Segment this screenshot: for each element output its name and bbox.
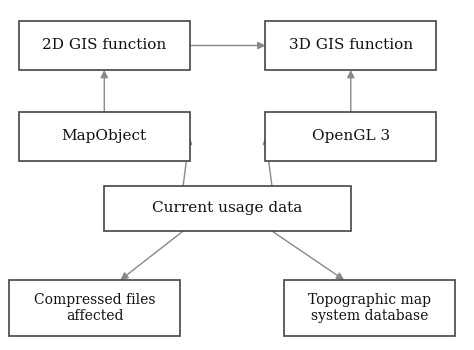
Text: OpenGL 3: OpenGL 3	[312, 130, 390, 144]
FancyBboxPatch shape	[9, 280, 180, 336]
Text: Topographic map
system database: Topographic map system database	[308, 293, 431, 323]
Text: Compressed files
affected: Compressed files affected	[34, 293, 155, 323]
FancyBboxPatch shape	[19, 112, 190, 161]
FancyBboxPatch shape	[265, 21, 436, 70]
FancyBboxPatch shape	[265, 112, 436, 161]
FancyBboxPatch shape	[104, 186, 351, 231]
Text: 2D GIS function: 2D GIS function	[42, 38, 166, 52]
FancyBboxPatch shape	[19, 21, 190, 70]
Text: Current usage data: Current usage data	[153, 201, 302, 215]
Text: 3D GIS function: 3D GIS function	[289, 38, 413, 52]
Text: MapObject: MapObject	[62, 130, 147, 144]
FancyBboxPatch shape	[284, 280, 455, 336]
